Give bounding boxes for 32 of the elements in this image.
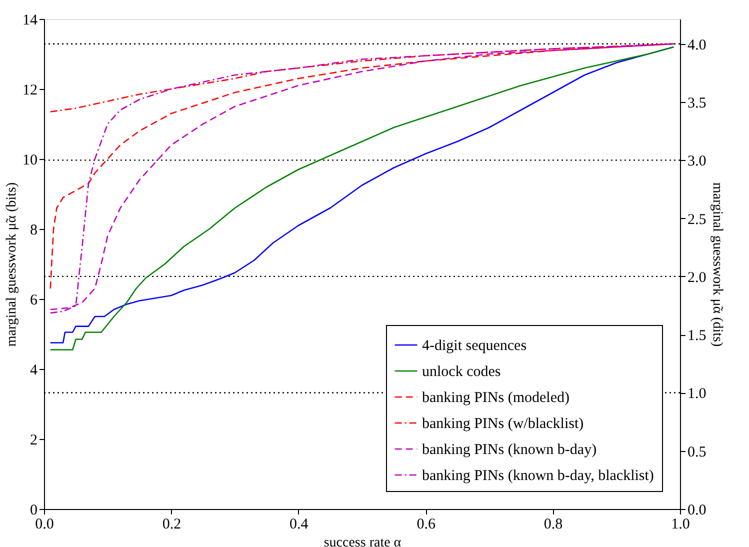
y-tick-label: 4	[30, 362, 38, 378]
legend-label: banking PINs (known b-day)	[422, 442, 597, 458]
x-axis-title: success rate α	[324, 536, 402, 547]
legend-label: unlock codes	[422, 364, 501, 380]
y-tick-label: 10	[22, 152, 38, 168]
x-tick-label: 0.0	[35, 516, 54, 532]
y-tick-label: 0	[30, 502, 38, 518]
x-tick-label: 0.8	[544, 516, 563, 532]
y-axis-title: marginal guesswork μ̃α (bits)	[4, 182, 20, 347]
y2-tick-label: 2.5	[688, 212, 706, 228]
legend-label: 4-digit sequences	[422, 338, 527, 354]
legend-label: banking PINs (modeled)	[422, 390, 570, 406]
y2-tick-label: 3.0	[688, 154, 706, 170]
x-tick-label: 0.4	[290, 516, 309, 532]
y-tick-label: 6	[30, 292, 38, 308]
x-tick-label: 0.2	[162, 516, 182, 532]
y2-tick-label: 0.5	[688, 444, 706, 460]
y2-tick-label: 0.0	[688, 502, 706, 518]
y2-tick-label: 3.5	[688, 96, 706, 112]
x-tick-label: 0.6	[416, 516, 436, 532]
y-tick-label: 2	[30, 432, 38, 448]
y2-tick-label: 2.0	[688, 270, 706, 286]
y-tick-label: 14	[22, 12, 38, 28]
y-tick-label: 8	[30, 222, 38, 238]
y2-tick-label: 4.0	[688, 37, 706, 54]
y2-tick-label: 1.5	[688, 328, 706, 344]
y-tick-label: 12	[22, 82, 38, 98]
y2-axis-title: marginal guesswork μ̃α (dits)	[709, 182, 724, 347]
legend-label: banking PINs (w/blacklist)	[422, 416, 584, 432]
legend-label: banking PINs (known b-day, blacklist)	[422, 468, 654, 484]
x-tick-label: 1.0	[671, 516, 690, 532]
y2-tick-label: 1.0	[688, 386, 706, 402]
